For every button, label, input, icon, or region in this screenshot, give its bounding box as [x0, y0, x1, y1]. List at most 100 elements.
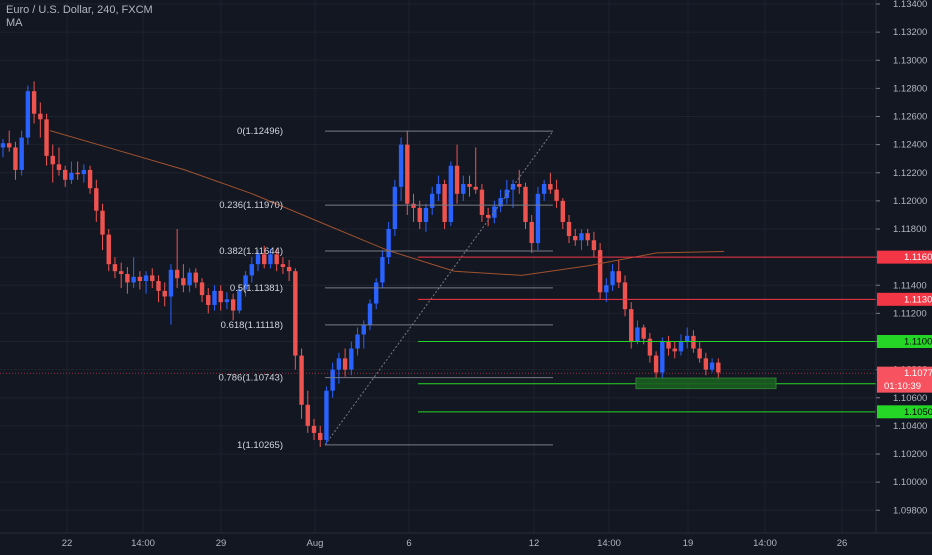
candle-body	[143, 275, 149, 282]
candle-body	[286, 266, 292, 272]
candle-body	[168, 269, 174, 297]
candle-body	[212, 290, 217, 305]
current-price-tag: 1.10775	[904, 368, 932, 379]
price-tag-bg	[877, 405, 932, 419]
candle-body	[697, 348, 702, 359]
price-axis-label: 1.10000	[893, 477, 927, 488]
candle-body	[597, 250, 603, 293]
price-axis-label: 1.12200	[893, 168, 927, 179]
candle-body	[44, 119, 49, 156]
candle-body	[566, 221, 572, 237]
candle-body	[125, 274, 130, 283]
candle-body	[386, 229, 391, 258]
price-axis-label: 1.10400	[893, 421, 927, 432]
price-tag: 1.11000	[904, 337, 932, 348]
candle-body	[709, 362, 715, 370]
price-axis-label: 1.12600	[893, 112, 927, 123]
time-axis-label: 14:00	[597, 538, 621, 549]
fib-trend-line	[324, 130, 554, 446]
symbol-title[interactable]: Euro / U.S. Dollar, 240, FXCM	[6, 4, 153, 16]
candle-body	[535, 193, 541, 244]
candle-body	[94, 188, 99, 211]
candle-body	[629, 309, 634, 342]
candle-body	[672, 348, 677, 352]
candle-body	[349, 348, 354, 370]
candle-body	[666, 341, 671, 349]
candle-body	[69, 172, 74, 180]
time-axis-label: 14:00	[131, 538, 155, 549]
time-axis-label: 26	[837, 538, 848, 549]
time-axis-label: 29	[216, 538, 227, 549]
moving-average-line	[49, 130, 725, 276]
candle-body	[156, 281, 161, 291]
candle-body	[716, 362, 721, 373]
fib-level-label: 0.382(1.11644)	[219, 246, 283, 257]
candle-body	[237, 289, 242, 311]
candle-body	[243, 275, 248, 290]
candle-body	[206, 295, 211, 305]
candle-body	[342, 358, 348, 370]
candle-body	[448, 165, 454, 222]
candle-body	[610, 271, 615, 286]
candle-body	[436, 184, 441, 194]
candle-body	[31, 91, 37, 114]
candle-body	[585, 233, 590, 241]
candle-body	[685, 335, 690, 342]
ma-indicator-label[interactable]: MA	[6, 17, 23, 29]
candle-body	[461, 184, 466, 194]
candle-body	[81, 169, 87, 175]
fib-level-label: 1(1.10265)	[237, 440, 283, 451]
candle-body	[641, 327, 646, 339]
price-tag-bg	[877, 335, 932, 348]
candle-body	[560, 200, 565, 222]
price-axis-label: 1.10600	[893, 393, 927, 404]
candle-body	[38, 113, 43, 120]
candle-body	[604, 285, 609, 293]
price-tag: 1.11300	[904, 294, 932, 305]
candle-body	[336, 358, 342, 370]
candle-body	[367, 303, 373, 325]
candle-body	[579, 233, 584, 241]
candle-body	[541, 184, 547, 194]
candle-body	[150, 275, 155, 282]
price-axis-label: 1.13400	[893, 0, 927, 10]
price-tag-bg	[877, 292, 932, 306]
price-axis-label: 1.12800	[893, 83, 927, 94]
candle-body	[324, 390, 329, 440]
time-axis-label: 22	[62, 538, 73, 549]
candle-body	[199, 282, 205, 296]
fib-level-label: 0.618(1.11118)	[221, 320, 283, 331]
candle-body	[50, 155, 55, 165]
candle-body	[56, 164, 62, 170]
candle-body	[523, 186, 528, 222]
candle-body	[529, 221, 534, 244]
price-axis-label: 1.11400	[893, 280, 927, 291]
time-axis-label: 12	[529, 538, 540, 549]
candle-body	[417, 207, 422, 222]
candle-body	[230, 299, 236, 311]
current-price-tag-bg	[877, 366, 932, 393]
candle-body	[218, 290, 223, 303]
candle-body	[622, 282, 628, 310]
candle-body	[318, 432, 323, 440]
price-axis-label: 1.10200	[893, 449, 927, 460]
fib-level-label: 0.5(1.11381)	[230, 283, 283, 294]
candle-body	[653, 355, 659, 373]
candle-body	[554, 189, 559, 201]
candle-body	[299, 355, 304, 405]
fib-level-label: 0.236(1.11970)	[219, 200, 283, 211]
candle-body	[361, 324, 366, 335]
candle-body	[691, 335, 696, 349]
candle-body	[137, 276, 143, 282]
candle-body	[392, 186, 398, 229]
candle-body	[224, 299, 230, 303]
fib-level-label: 0(1.12496)	[237, 126, 283, 137]
candle-body	[100, 210, 105, 235]
candle-body	[112, 264, 118, 272]
candle-body	[75, 172, 80, 175]
chart-legend: Euro / U.S. Dollar, 240, FXCM MA	[6, 4, 153, 30]
candle-body	[485, 214, 491, 218]
candle-body	[174, 269, 180, 279]
